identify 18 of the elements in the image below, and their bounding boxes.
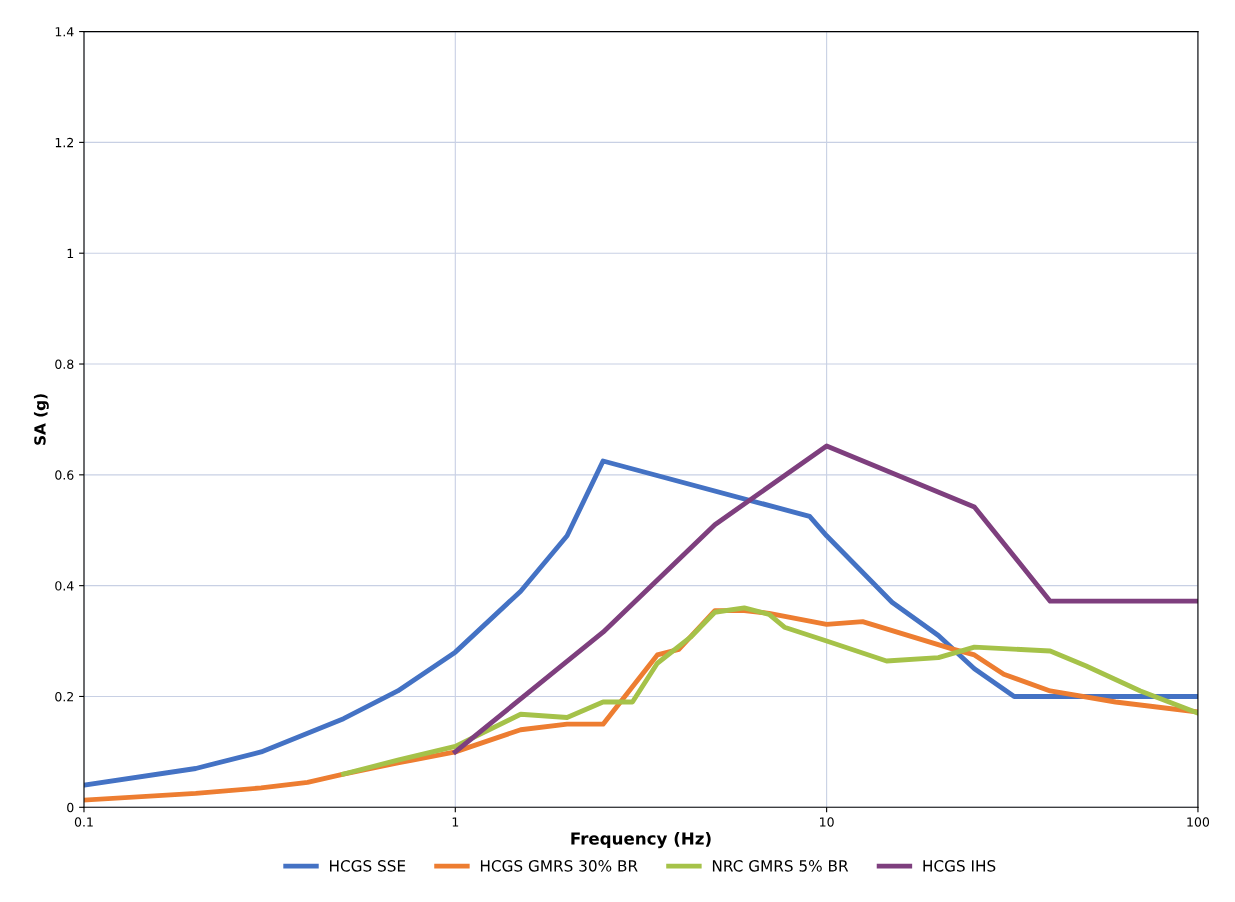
y-tick-label: 0 <box>67 802 74 813</box>
y-tick-label: 0.8 <box>55 359 74 369</box>
x-axis-title: Frequency (Hz) <box>571 831 711 849</box>
y-tick-label: 0.6 <box>55 470 74 480</box>
x-tick-label: 0.1 <box>74 817 93 827</box>
legend-label: HCGS GMRS 30% BR <box>480 860 638 872</box>
legend-label: NRC GMRS 5% BR <box>712 860 849 872</box>
x-tick-label: 100 <box>1187 817 1210 827</box>
x-tick-label: 10 <box>820 817 834 827</box>
y-tick-label: 0.4 <box>55 581 74 591</box>
x-tick-label: 1 <box>452 817 459 827</box>
legend-label: HCGS SSE <box>330 860 406 872</box>
y-axis-title: SA (g) <box>33 394 49 445</box>
y-tick-label: 1.4 <box>55 27 74 37</box>
y-tick-label: 0.2 <box>55 691 74 702</box>
legend-label: HCGS IHS <box>923 860 996 872</box>
y-tick-label: 1 <box>67 248 74 258</box>
y-tick-label: 1.2 <box>55 137 74 148</box>
